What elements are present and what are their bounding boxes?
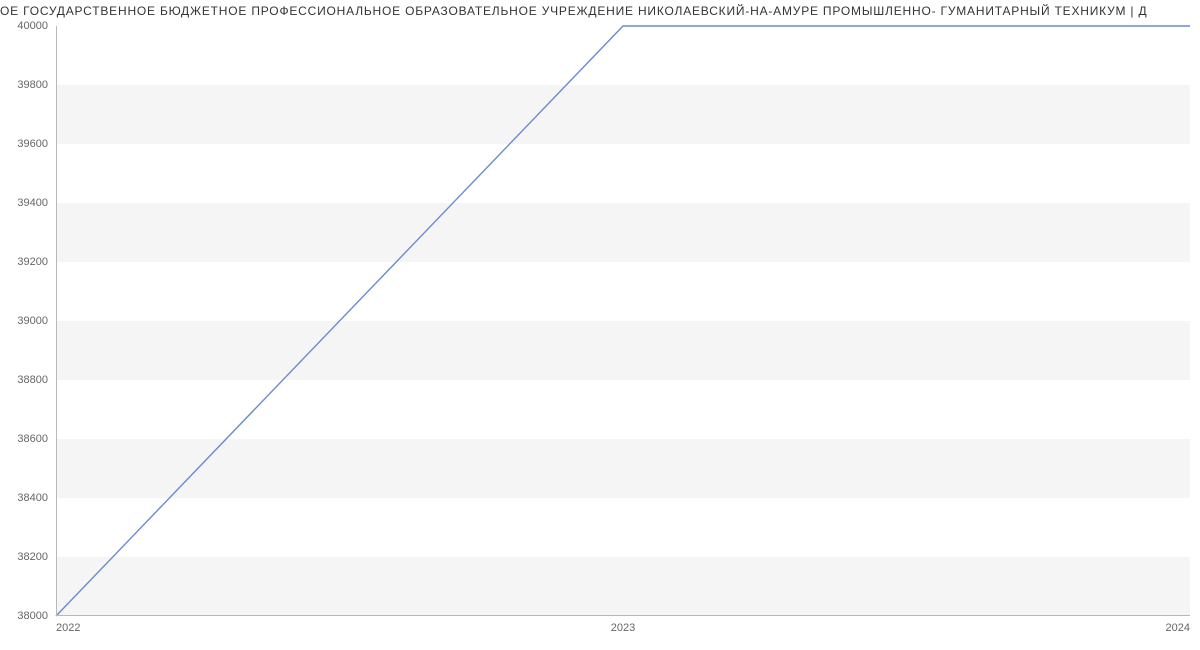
x-tick-label: 2023 — [611, 622, 635, 634]
chart-title: ОЕ ГОСУДАРСТВЕННОЕ БЮДЖЕТНОЕ ПРОФЕССИОНА… — [0, 4, 1200, 18]
y-tick-label: 39000 — [17, 315, 48, 327]
line-layer — [56, 26, 1190, 616]
x-tick-label: 2022 — [56, 622, 80, 634]
chart-container: ОЕ ГОСУДАРСТВЕННОЕ БЮДЖЕТНОЕ ПРОФЕССИОНА… — [0, 0, 1200, 650]
y-axis-line — [56, 26, 57, 616]
x-axis-line — [56, 615, 1190, 616]
series-line — [56, 26, 1190, 616]
y-tick-label: 38000 — [17, 610, 48, 622]
y-tick-label: 39600 — [17, 138, 48, 150]
y-tick-label: 39800 — [17, 79, 48, 91]
y-tick-label: 38800 — [17, 374, 48, 386]
y-tick-label: 38200 — [17, 551, 48, 563]
y-tick-label: 39400 — [17, 197, 48, 209]
y-tick-label: 38600 — [17, 433, 48, 445]
plot-area: 3800038200384003860038800390003920039400… — [56, 26, 1190, 616]
y-tick-label: 39200 — [17, 256, 48, 268]
x-tick-label: 2024 — [1166, 622, 1190, 634]
y-tick-label: 38400 — [17, 492, 48, 504]
y-tick-label: 40000 — [17, 20, 48, 32]
